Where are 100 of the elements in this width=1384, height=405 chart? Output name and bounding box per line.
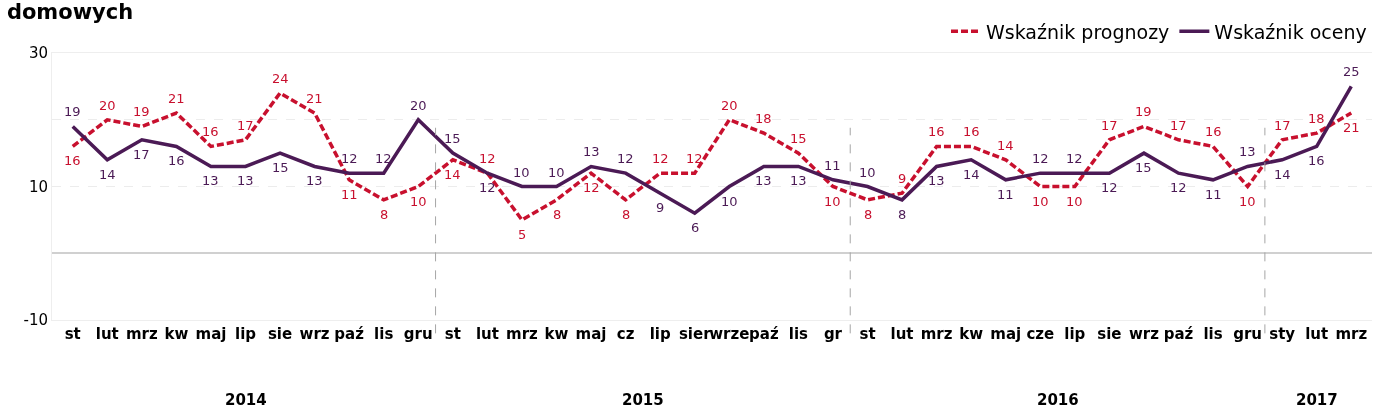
data-label: 12 — [479, 180, 496, 195]
data-label: 12 — [375, 151, 392, 166]
data-label: 6 — [691, 220, 700, 235]
x-tick-label: wrz — [1128, 325, 1160, 343]
data-label: 21 — [168, 91, 185, 106]
text: 2017 — [1296, 391, 1338, 405]
x-tick-label: lip — [1064, 325, 1086, 343]
text: 2014 — [225, 391, 267, 405]
data-label: 9 — [898, 171, 907, 186]
data-label: 10 — [410, 194, 427, 209]
x-tick-label: st — [859, 325, 876, 343]
data-label: 17 — [1101, 118, 1118, 133]
data-label: 10 — [859, 165, 876, 180]
chart-title: domowych — [6, 0, 134, 24]
data-label: 13 — [928, 173, 945, 188]
data-label: 10 — [1032, 194, 1049, 209]
data-label: 11 — [341, 187, 358, 202]
data-label: 18 — [1308, 111, 1325, 126]
data-label: 10 — [721, 194, 738, 209]
data-label: 13 — [583, 144, 600, 159]
x-tick-label: wrz — [299, 325, 330, 343]
x-tick-label: st — [64, 325, 81, 343]
x-tick-label: paź — [749, 325, 779, 343]
data-label: 16 — [64, 153, 81, 168]
text: 2016 — [1037, 391, 1079, 405]
data-label: 12 — [617, 151, 634, 166]
data-label: 13 — [790, 173, 807, 188]
x-tick-label: lip — [234, 325, 257, 343]
x-tick-label: sie — [267, 325, 293, 343]
x-tick-label: cz — [616, 325, 635, 343]
y-tick-label: -10 — [23, 311, 48, 330]
data-label: 9 — [656, 200, 665, 215]
data-label: 19 — [133, 104, 150, 119]
x-tick-label: wrze — [709, 325, 750, 343]
data-label: 16 — [1205, 124, 1222, 139]
data-label: 10 — [513, 165, 530, 180]
data-label: 20 — [99, 98, 116, 113]
data-label: 21 — [306, 91, 323, 106]
data-label: 17 — [237, 118, 254, 133]
legend-label: Wskaźnik prognozy — [986, 20, 1170, 43]
y-tick-label: 30 — [28, 44, 48, 63]
data-label: 16 — [928, 124, 945, 139]
x-tick-label: lis — [374, 325, 394, 343]
data-label: 12 — [652, 151, 669, 166]
x-tick-label: mrz — [506, 325, 539, 343]
x-tick-label: lis — [788, 325, 809, 343]
legend-label: Wskaźnik oceny — [1214, 20, 1367, 43]
data-label: 8 — [622, 207, 631, 222]
data-label: 17 — [133, 147, 150, 162]
data-label: 8 — [553, 207, 562, 222]
data-label: 16 — [202, 124, 219, 139]
x-tick-label: lis — [1203, 325, 1223, 343]
data-label: 16 — [963, 124, 980, 139]
data-label: 12 — [583, 180, 600, 195]
x-tick-label: paź — [334, 325, 365, 343]
data-label: 14 — [444, 167, 461, 182]
data-label: 5 — [518, 227, 527, 242]
data-label: 12 — [1032, 151, 1049, 166]
data-label: 11 — [997, 187, 1014, 202]
x-tick-label: lip — [649, 325, 671, 343]
data-label: 12 — [341, 151, 358, 166]
x-tick-label: lut — [95, 325, 119, 343]
x-tick-label: gru — [1233, 325, 1263, 343]
x-tick-label: lut — [890, 325, 914, 343]
x-tick-label: gr — [823, 325, 843, 343]
x-tick-label: kw — [959, 325, 984, 343]
x-tick-label: kw — [164, 325, 189, 343]
data-label: 8 — [380, 207, 389, 222]
data-label: 14 — [963, 167, 980, 182]
x-tick-label: cze — [1026, 325, 1055, 343]
data-label: 15 — [272, 160, 289, 175]
x-tick-label: paź — [1163, 325, 1194, 343]
data-label: 15 — [444, 131, 461, 146]
data-label: 12 — [1170, 180, 1187, 195]
data-label: 19 — [1135, 104, 1152, 119]
x-tick-label: kw — [544, 325, 569, 343]
x-tick-label: mrz — [920, 325, 953, 343]
data-label: 19 — [64, 104, 81, 119]
x-tick-label: mrz — [125, 325, 158, 343]
data-label: 15 — [790, 131, 807, 146]
data-label: 10 — [548, 165, 565, 180]
x-tick-label: sie — [1097, 325, 1122, 343]
data-label: 11 — [824, 158, 841, 173]
data-label: 12 — [1101, 180, 1118, 195]
data-label: 10 — [1239, 194, 1256, 209]
data-label: 11 — [1205, 187, 1222, 202]
x-tick-label: st — [444, 325, 461, 343]
data-label: 25 — [1343, 64, 1360, 79]
x-tick-label: mrz — [1335, 325, 1368, 343]
x-tick-label: maj — [990, 325, 1022, 343]
data-label: 21 — [1343, 120, 1360, 135]
data-label: 12 — [479, 151, 496, 166]
data-label: 13 — [306, 173, 323, 188]
data-label: 8 — [898, 207, 907, 222]
data-label: 8 — [864, 207, 873, 222]
data-label: 17 — [1170, 118, 1187, 133]
data-label: 10 — [1066, 194, 1083, 209]
x-tick-label: sty — [1269, 325, 1296, 343]
data-label: 24 — [272, 71, 289, 86]
data-label: 13 — [1239, 144, 1256, 159]
